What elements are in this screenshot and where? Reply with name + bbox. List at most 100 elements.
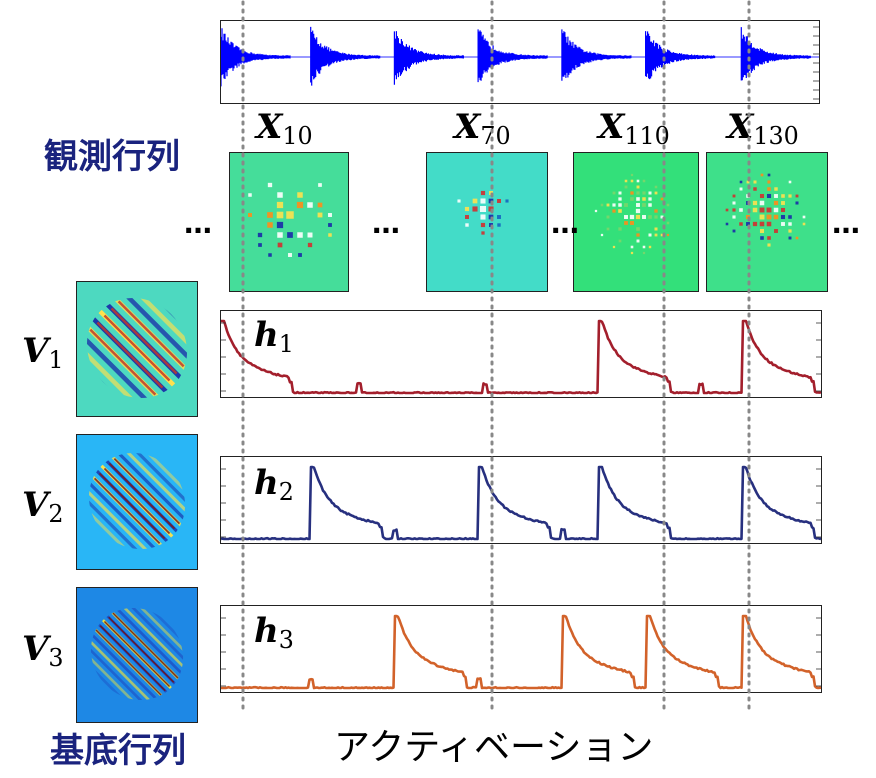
observation-cell — [257, 232, 263, 238]
activation-label-h2: h2 — [254, 463, 294, 506]
observation-cell — [739, 222, 743, 226]
observation-cell — [732, 229, 736, 233]
observation-cell — [465, 215, 469, 219]
observation-cell — [317, 212, 323, 218]
observation-cell — [802, 215, 806, 219]
observation-cell — [612, 191, 616, 195]
observation-cell — [624, 185, 628, 189]
observation-cell — [739, 208, 743, 212]
observation-cell — [328, 213, 332, 217]
observation-cell — [277, 242, 283, 248]
observation-cell — [276, 201, 284, 209]
observation-cell — [759, 200, 765, 206]
observation-cell — [288, 253, 292, 257]
observation-cell — [606, 227, 610, 231]
observation-cell — [328, 233, 332, 237]
observation-cell — [666, 233, 670, 237]
observation-cell — [759, 207, 765, 213]
observation-cell — [606, 215, 610, 219]
observation-cell — [788, 180, 792, 184]
observation-cell — [654, 215, 658, 219]
observation-matrix-x130 — [706, 152, 828, 292]
observation-cell — [759, 228, 765, 234]
observation-cell — [624, 203, 628, 207]
observation-cell — [642, 179, 646, 183]
observation-cell — [258, 243, 262, 247]
observation-cell — [618, 227, 622, 231]
activation-curve-h2 — [221, 465, 821, 541]
observation-cell — [773, 200, 779, 206]
observation-cell — [636, 233, 640, 237]
basis-matrix-label: 基底行列 — [50, 731, 186, 771]
waveform-svg — [221, 26, 819, 100]
observation-cell — [636, 203, 640, 207]
observation-cell — [642, 251, 646, 255]
observation-cell — [642, 245, 646, 249]
activation-h3-svg — [221, 614, 821, 690]
observation-cell — [766, 193, 772, 199]
observation-cell — [774, 187, 778, 191]
observation-cell — [780, 214, 786, 220]
observation-cell — [317, 202, 323, 208]
basis-stripe-core — [99, 625, 166, 692]
observation-cell — [766, 221, 772, 227]
observation-cell — [781, 222, 785, 226]
observation-cell — [267, 222, 273, 228]
observation-cell — [752, 207, 758, 213]
waveform-burst-0 — [221, 28, 291, 87]
observation-cell — [795, 201, 799, 205]
observation-cell — [739, 180, 743, 184]
observation-cell — [642, 191, 646, 195]
activation-label-h1: h1 — [254, 315, 294, 358]
observation-cell — [298, 253, 302, 257]
observation-cell — [328, 223, 332, 227]
observation-cell — [759, 214, 765, 220]
observation-cell — [636, 197, 640, 201]
observation-cell — [648, 245, 652, 249]
observation-cell — [307, 242, 313, 248]
basis-stripe-core — [103, 620, 171, 688]
observation-cell — [267, 212, 273, 218]
basis-label-v2: V2 — [22, 485, 64, 528]
basis-stripe-core — [89, 328, 157, 396]
observation-cell — [654, 209, 658, 213]
observation-cell — [276, 211, 284, 219]
observation-cell — [788, 222, 792, 226]
observation-cell — [648, 233, 652, 237]
observation-cell — [746, 180, 750, 184]
observation-cell — [606, 203, 610, 207]
observation-cell — [732, 215, 736, 219]
observation-cell — [505, 199, 509, 203]
observation-matrix-x10-image — [230, 153, 348, 291]
observation-cell — [480, 206, 486, 212]
observation-cell — [612, 209, 616, 213]
observation-cell — [767, 173, 771, 177]
observation-cell — [780, 207, 786, 213]
basis-stripe-core — [112, 612, 179, 679]
observation-cell — [654, 227, 658, 231]
observation-cell — [630, 221, 634, 225]
observation-matrix-label: 観測行列 — [44, 137, 180, 177]
observation-cell — [472, 198, 478, 204]
observation-cell — [660, 233, 664, 237]
waveform-burst-2 — [393, 31, 464, 85]
observation-cell — [618, 197, 622, 201]
observation-cell — [630, 191, 634, 195]
observation-cell — [752, 200, 758, 206]
observation-cell — [746, 201, 750, 205]
observation-cell — [752, 221, 758, 227]
observation-label-x130: X130 — [727, 107, 799, 150]
observation-cell — [795, 236, 799, 240]
basis-stripe-core — [117, 300, 185, 368]
observation-matrix-x110 — [573, 152, 699, 292]
observation-matrix-x10 — [229, 152, 349, 292]
observation-cell — [636, 239, 640, 243]
observation-cell — [635, 208, 641, 214]
observation-cell — [774, 194, 778, 198]
observation-cell — [760, 173, 764, 177]
observation-cell — [481, 231, 485, 235]
observation-cell — [654, 191, 658, 195]
basis-label-v1: V1 — [22, 331, 64, 374]
basis-stripe-core — [98, 472, 166, 540]
basis-stripe-core — [103, 314, 171, 382]
